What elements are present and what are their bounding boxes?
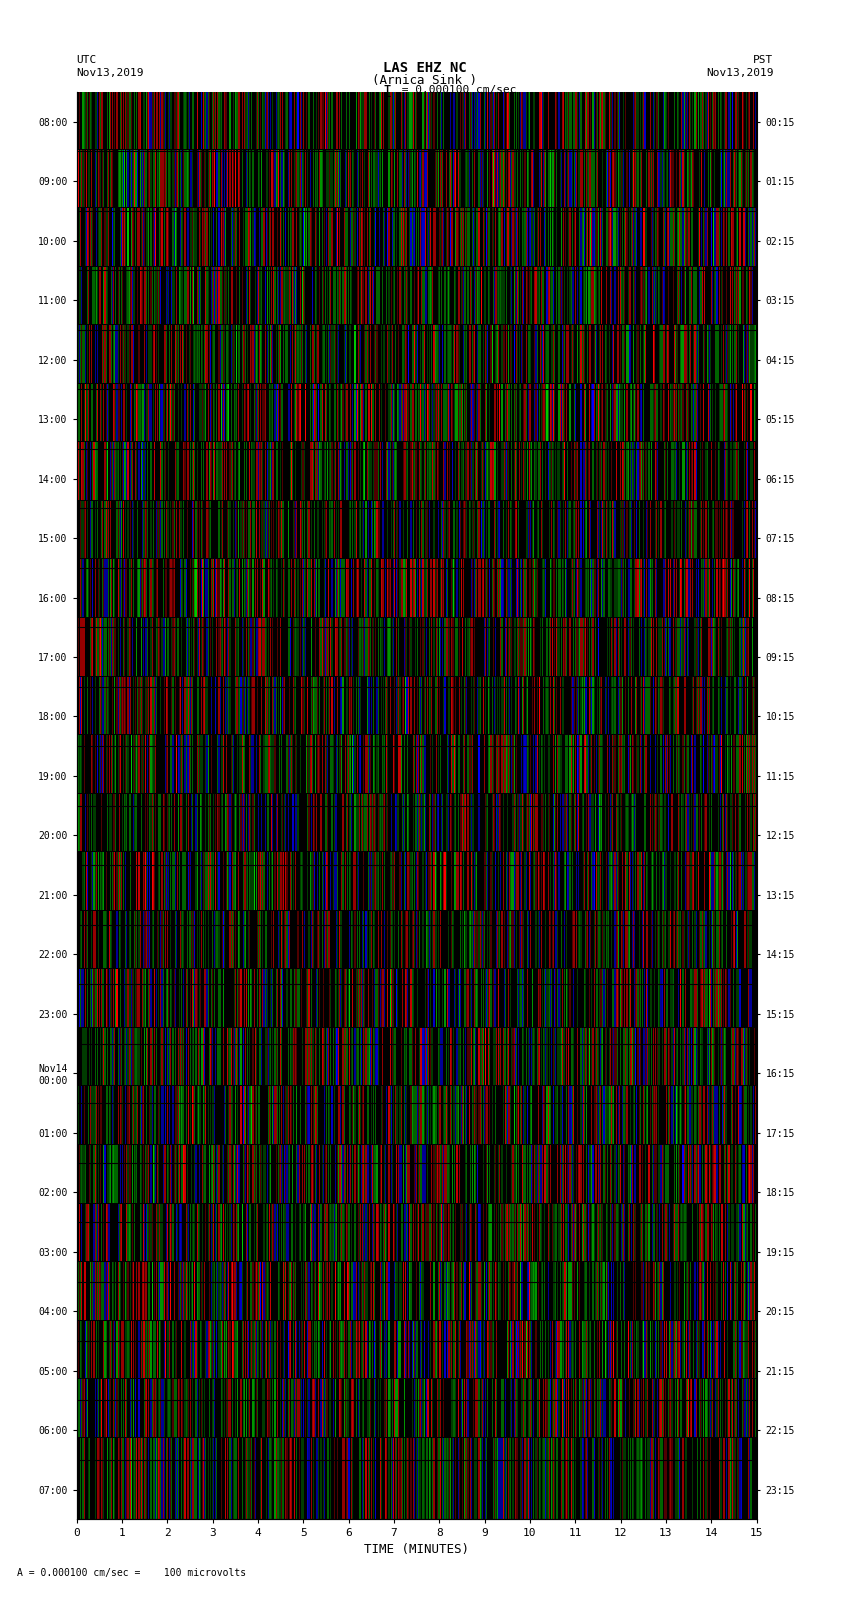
Text: I: I (382, 84, 391, 100)
Text: = 0.000100 cm/sec: = 0.000100 cm/sec (395, 84, 517, 95)
Text: Nov13,2019: Nov13,2019 (76, 68, 144, 77)
Text: Nov13,2019: Nov13,2019 (706, 68, 774, 77)
Text: PST: PST (753, 55, 774, 65)
Text: (Arnica Sink ): (Arnica Sink ) (372, 74, 478, 87)
Text: LAS EHZ NC: LAS EHZ NC (383, 61, 467, 76)
Text: UTC: UTC (76, 55, 97, 65)
Text: A = 0.000100 cm/sec =    100 microvolts: A = 0.000100 cm/sec = 100 microvolts (17, 1568, 246, 1578)
X-axis label: TIME (MINUTES): TIME (MINUTES) (364, 1542, 469, 1555)
